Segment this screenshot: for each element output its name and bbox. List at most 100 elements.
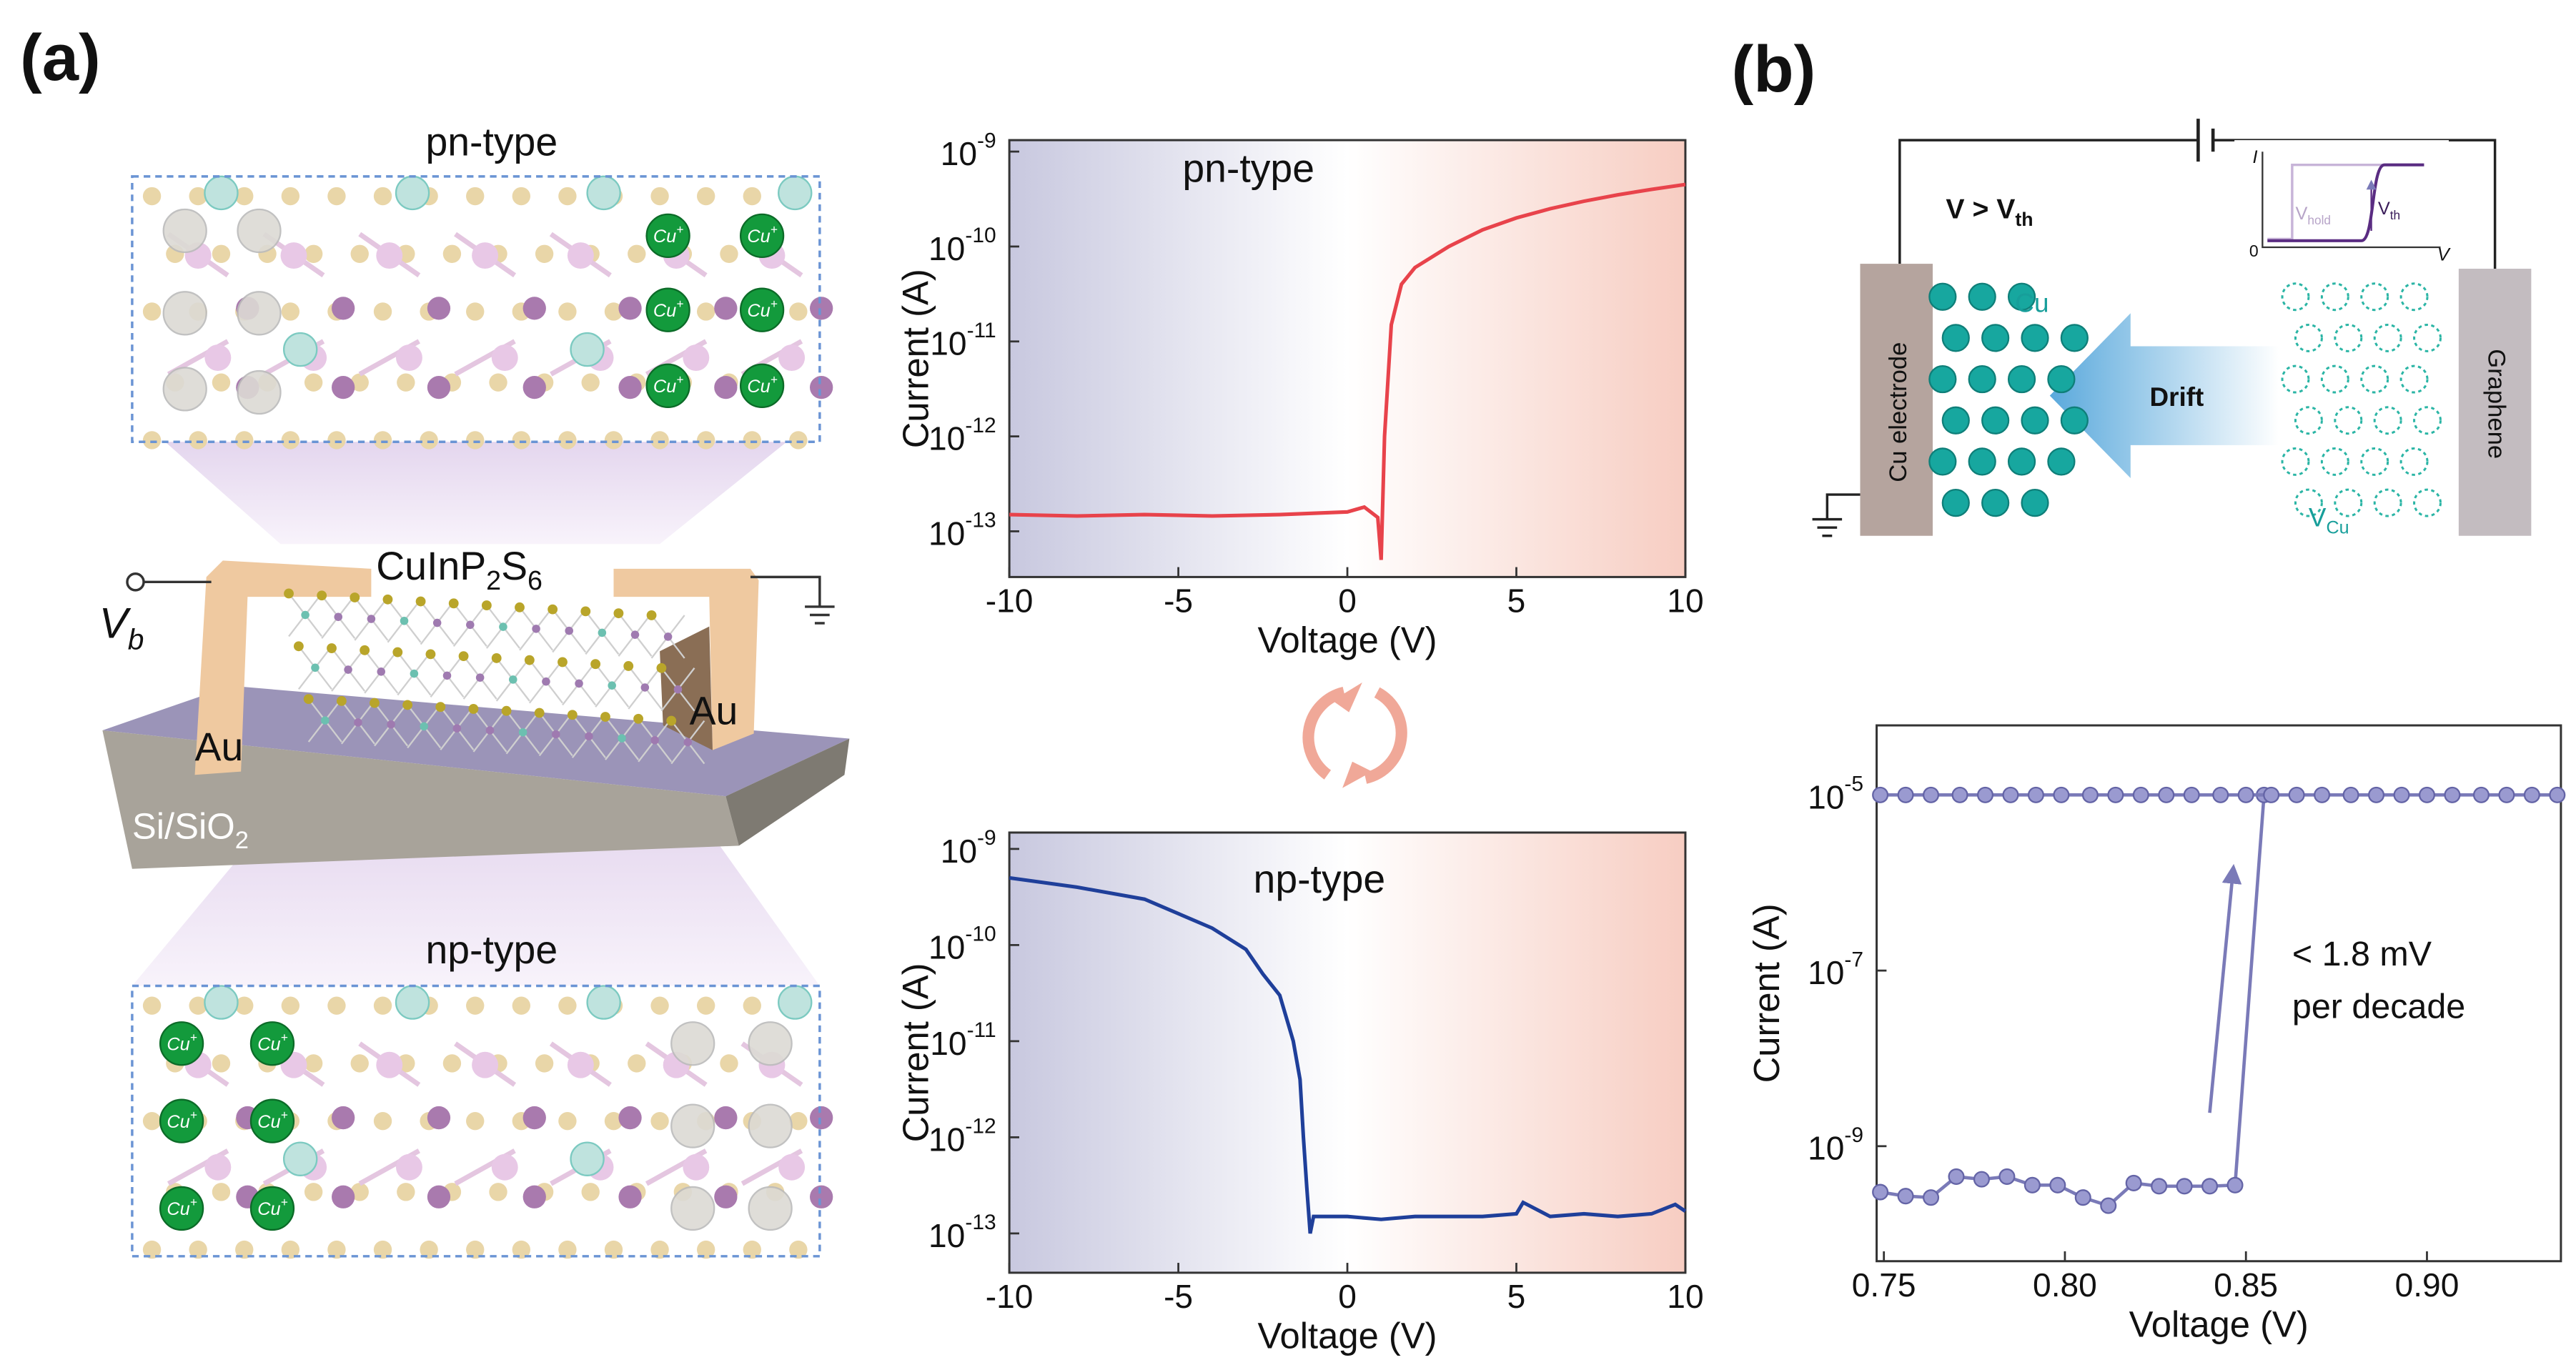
film-atom <box>410 669 419 678</box>
substrate-label-part: Si/SiO <box>132 806 235 847</box>
atom <box>395 344 422 372</box>
ion-label-part: Cu <box>747 227 770 247</box>
bias-label-part: V <box>99 599 132 647</box>
y-tick-label: 10-10 <box>928 922 996 966</box>
atom <box>142 1111 162 1131</box>
atom <box>142 1240 162 1259</box>
atom <box>212 373 231 392</box>
ion-label-part: + <box>281 1030 288 1044</box>
film-atom <box>327 643 337 653</box>
film-atom <box>548 604 558 615</box>
y-tick-label: 10-13 <box>928 1211 996 1254</box>
cu-ion <box>2007 447 2036 476</box>
film-atom <box>532 625 540 633</box>
atom <box>714 375 738 399</box>
atom <box>696 431 715 450</box>
atom <box>373 1240 392 1259</box>
atom <box>204 175 239 211</box>
plot-background <box>1009 140 1685 577</box>
data-point <box>2027 786 2044 803</box>
data-point <box>2002 786 2019 803</box>
substrate-label: Si/SiO2 <box>132 806 249 854</box>
atom <box>535 1054 554 1073</box>
film-atom <box>646 610 657 620</box>
cu-vacancy <box>2294 488 2323 517</box>
data-point <box>2201 1178 2219 1195</box>
film-atom <box>575 679 583 688</box>
atom <box>491 344 518 372</box>
data-point <box>2523 786 2540 803</box>
film-atom <box>452 724 462 733</box>
film-atom <box>475 673 485 682</box>
data-point <box>2176 1178 2193 1195</box>
cu-vacancy <box>2373 488 2402 517</box>
ion-label-part: + <box>676 296 683 310</box>
atom <box>281 431 300 450</box>
vacancy-label-part: Cu <box>2327 517 2349 537</box>
y-tick-label: 10-9 <box>1808 1123 1863 1167</box>
cu-ion <box>645 213 690 259</box>
atom <box>466 431 485 450</box>
film-atom <box>415 596 426 607</box>
cu-vacancy <box>2360 447 2389 476</box>
structure-title: np-type <box>425 928 558 972</box>
atom <box>395 985 430 1020</box>
y-tick-label: 10-9 <box>941 129 996 172</box>
atom <box>142 302 162 321</box>
x-tick-label: -5 <box>1164 582 1193 619</box>
film-atom <box>534 708 545 718</box>
crystal-structure: Cu+ Cu+Cu+ Cu+Cu+ Cu+ <box>142 985 833 1259</box>
vacancy-site <box>162 367 207 412</box>
data-point <box>2288 786 2305 803</box>
electrode-label: Au <box>195 725 244 769</box>
cu-ion <box>2060 324 2089 352</box>
cu-ion <box>249 1098 295 1143</box>
cu-ion <box>1941 488 1970 517</box>
atom <box>604 1240 623 1259</box>
film-atom <box>442 671 452 680</box>
electrode-label: Graphene <box>2482 349 2510 459</box>
inset-label-part: V <box>2295 204 2307 224</box>
atom <box>282 1141 318 1176</box>
ground <box>805 605 835 625</box>
cu-ion <box>2047 364 2076 394</box>
substrate-top <box>102 685 850 797</box>
ions <box>1928 282 2442 517</box>
data-point <box>2263 786 2280 803</box>
terminal <box>126 572 145 592</box>
atom <box>189 431 207 450</box>
x-tick-label: 10 <box>1667 1278 1703 1315</box>
atom <box>743 996 761 1015</box>
data-point <box>2125 1174 2142 1191</box>
cycle-arrow <box>1302 687 1346 780</box>
film-atom <box>432 618 442 627</box>
film-atom <box>468 704 479 714</box>
atom <box>304 1054 323 1073</box>
film-atom <box>551 730 560 739</box>
atom <box>235 187 254 206</box>
inset-label-part: th <box>2390 207 2400 222</box>
film-atom <box>630 630 640 639</box>
atom <box>604 302 623 321</box>
plot-background <box>1009 832 1685 1273</box>
atom <box>650 996 669 1015</box>
cu-ion <box>1968 282 1996 311</box>
film-atom <box>284 588 294 599</box>
atom <box>810 1106 833 1130</box>
atom <box>466 1111 485 1131</box>
film-atom <box>485 726 495 735</box>
data-point <box>1922 786 1940 803</box>
atom <box>472 1051 499 1078</box>
data-point <box>2237 786 2254 803</box>
atom <box>570 332 605 367</box>
atom <box>189 187 207 206</box>
atom <box>567 242 594 269</box>
atom <box>810 375 833 399</box>
atom <box>235 996 254 1015</box>
film-atom <box>558 657 568 667</box>
cu-ion <box>2007 282 2036 311</box>
cu-ion <box>1941 324 1970 352</box>
data-point <box>2183 786 2200 803</box>
atom <box>427 375 451 399</box>
vacancy-site <box>237 208 282 254</box>
